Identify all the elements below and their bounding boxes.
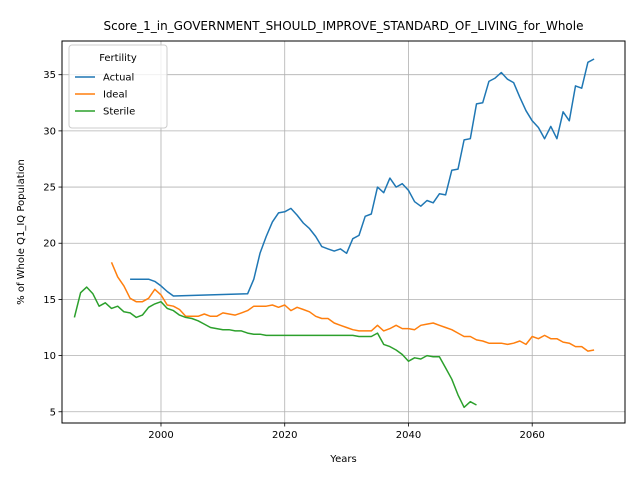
y-axis-label: % of Whole Q1_IQ Population — [16, 159, 27, 305]
series-line-sterile — [73, 286, 477, 409]
x-tick-label: 2040 — [396, 430, 421, 441]
legend-title: Fertility — [99, 53, 137, 64]
y-tick-label: 30 — [43, 126, 56, 137]
y-tick-label: 20 — [43, 239, 56, 250]
series-lines — [73, 58, 595, 409]
legend-box — [68, 44, 168, 129]
series-line-ideal — [110, 262, 595, 352]
legend: Fertility Actual Ideal Sterile — [68, 44, 168, 129]
y-tick-label: 35 — [43, 70, 56, 81]
x-tick-label: 2060 — [519, 430, 544, 441]
plot-area — [61, 40, 626, 424]
x-axis-label: Years — [329, 454, 356, 465]
y-tick-label: 15 — [43, 295, 56, 306]
x-tick-label: 2000 — [148, 430, 173, 441]
legend-label-ideal: Ideal — [103, 90, 127, 101]
legend-label-sterile: Sterile — [103, 107, 135, 118]
x-axis: 2000 2020 2040 2060 — [148, 423, 545, 441]
series-line-actual — [130, 58, 595, 297]
chart-title: Score_1_in_GOVERNMENT_SHOULD_IMPROVE_STA… — [104, 19, 584, 33]
y-tick-label: 5 — [50, 407, 56, 418]
x-tick-label: 2020 — [272, 430, 297, 441]
y-tick-label: 10 — [43, 351, 56, 362]
legend-label-actual: Actual — [103, 73, 134, 84]
y-tick-label: 25 — [43, 183, 56, 194]
y-axis: 5 10 15 20 25 30 35 — [43, 70, 62, 418]
